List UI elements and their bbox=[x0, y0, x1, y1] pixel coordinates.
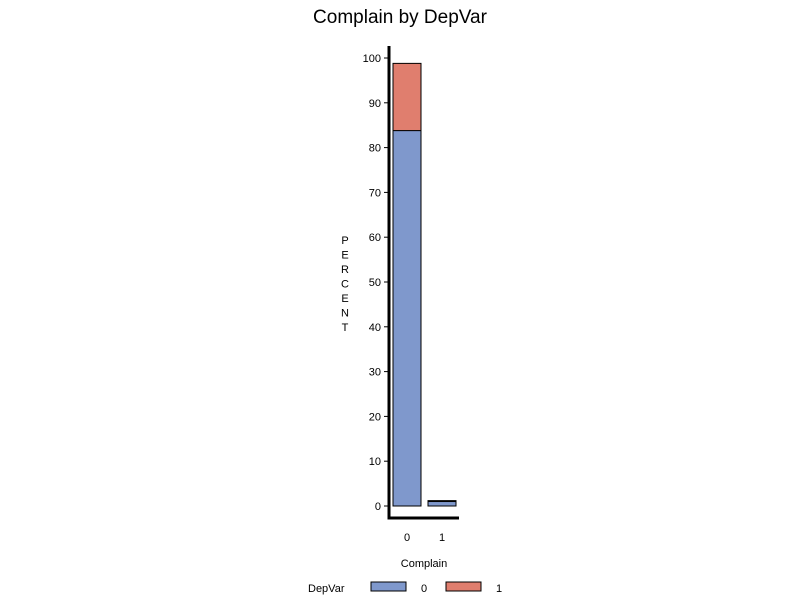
y-axis-label-letter: T bbox=[342, 322, 349, 334]
bars bbox=[392, 62, 457, 507]
legend-swatch bbox=[445, 581, 482, 592]
bar-segment bbox=[427, 500, 457, 503]
legend: DepVar 0 1 bbox=[308, 581, 502, 595]
y-axis-ticks: 0 10 20 30 40 50 60 70 80 90 100 bbox=[363, 53, 389, 513]
y-tick-label: 0 bbox=[375, 501, 381, 513]
axes bbox=[387, 46, 459, 520]
y-tick-label: 100 bbox=[363, 53, 381, 65]
y-tick-label: 40 bbox=[369, 322, 381, 334]
y-axis-label-letter: P bbox=[341, 235, 348, 247]
y-axis-label-letter: C bbox=[341, 279, 349, 291]
x-tick-label: 0 bbox=[404, 532, 410, 544]
x-axis-label: Complain bbox=[401, 558, 447, 570]
y-tick-label: 90 bbox=[369, 98, 381, 110]
legend-entry-label: 1 bbox=[496, 583, 502, 595]
y-axis-label-letter: N bbox=[341, 308, 349, 320]
x-tick-label: 1 bbox=[439, 532, 445, 544]
legend-title: DepVar bbox=[308, 583, 345, 595]
legend-swatch bbox=[370, 581, 407, 592]
y-tick-label: 80 bbox=[369, 143, 381, 155]
legend-entry-label: 0 bbox=[421, 583, 427, 595]
chart-title: Complain by DepVar bbox=[313, 7, 488, 28]
bar-segment bbox=[427, 501, 457, 507]
bar-segment bbox=[392, 130, 422, 507]
y-axis-label-letter: R bbox=[341, 264, 349, 276]
y-tick-label: 70 bbox=[369, 187, 381, 199]
y-tick-label: 30 bbox=[369, 367, 381, 379]
y-axis-label-letter: E bbox=[341, 293, 348, 305]
y-tick-label: 20 bbox=[369, 411, 381, 423]
y-axis-label-letter: E bbox=[341, 250, 348, 262]
y-tick-label: 50 bbox=[369, 277, 381, 289]
y-tick-label: 10 bbox=[369, 456, 381, 468]
y-tick-label: 60 bbox=[369, 232, 381, 244]
bar-segment bbox=[392, 62, 422, 132]
